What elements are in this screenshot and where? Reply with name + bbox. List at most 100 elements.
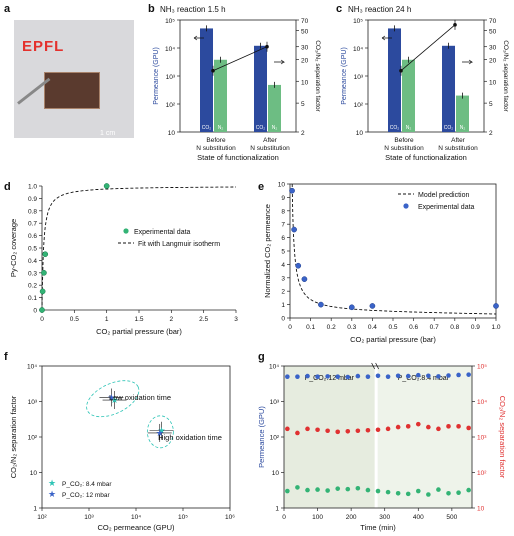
- y-axis-label: Permeance (GPU): [257, 406, 266, 468]
- y-tick-label: 10⁵: [353, 18, 363, 25]
- legend-label: Experimental data: [134, 229, 191, 236]
- panel-letter-b: b: [148, 3, 155, 15]
- x-tick-label: 2.5: [199, 316, 208, 323]
- data-point: [493, 303, 499, 309]
- data-point-red: [466, 425, 471, 431]
- y-tick-label: 0.8: [28, 208, 37, 215]
- data-point: [369, 303, 376, 309]
- data-point-green: [436, 487, 441, 492]
- data-point-green: [325, 488, 330, 493]
- data-point-blue: [315, 374, 320, 379]
- data-point-blue: [355, 373, 361, 379]
- y-tick-label: 0.1: [28, 295, 37, 302]
- data-point-red: [365, 427, 371, 433]
- y-right-tick-label: 50: [301, 29, 309, 36]
- x-tick-label: 0.5: [70, 316, 79, 323]
- data-point-blue: [375, 373, 381, 379]
- data-point-blue: [415, 372, 421, 378]
- y-tick-label: 10: [168, 130, 176, 137]
- arrow-left-icon: [193, 35, 204, 41]
- y-right-tick-label: 5: [301, 101, 305, 108]
- data-point-green: [355, 485, 361, 491]
- bar-label: CO₂: [444, 125, 454, 131]
- y-axis-label: Py-CO₂ coverage: [9, 219, 18, 277]
- y-tick-label: 1.0: [28, 184, 37, 191]
- bar-CO₂-1: [442, 45, 455, 132]
- x-tick-label: 300: [379, 514, 390, 521]
- y-right-tick-label: 70: [301, 18, 309, 25]
- legend-label: Experimental data: [418, 204, 475, 211]
- region-label: P_CO₂:12 mbar: [305, 375, 355, 382]
- x-tick-label: 10³: [84, 514, 94, 521]
- panel-c: NH₃ reaction 24 h 10 10² 10³ 10⁴ 10⁵ 2 5 10 20 30 5…: [341, 5, 509, 162]
- arrow-right-icon: [462, 59, 474, 65]
- data-point-red: [325, 428, 330, 434]
- data-point-red: [385, 426, 391, 432]
- y-right-tick-label: 20: [301, 57, 309, 64]
- y-tick-label: 10²: [166, 102, 176, 109]
- sample-photo: EPFL 1 cm: [14, 20, 134, 138]
- legend-label: P_CO₂: 12 mbar: [62, 492, 111, 499]
- data-point-blue: [456, 372, 461, 378]
- data-point: [348, 304, 355, 311]
- bar-CO₂-0: [388, 28, 401, 132]
- y-right-tick-label: 10: [489, 79, 497, 86]
- high-oxidation-ellipse: [146, 415, 174, 449]
- annotation-low: Low oxidation time: [109, 393, 171, 402]
- y-right-axis-label: CO₂/N₂ separation factor: [498, 396, 507, 479]
- data-point-blue: [365, 374, 371, 379]
- x-tick-label: 0.1: [306, 324, 315, 331]
- epfl-logo: EPFL: [22, 38, 65, 55]
- y-right-tick-label: 20: [489, 57, 497, 64]
- x-tick-label: 0.8: [450, 324, 459, 331]
- y-axis-label: Normalized CO₂ permeance: [263, 204, 272, 298]
- y-tick-label: 1: [275, 506, 279, 513]
- y-axis-label: CO₂/N₂ separation factor: [9, 395, 18, 478]
- y-right-tick-label: 2: [301, 130, 305, 137]
- legend-label: Fit with Langmuir isotherm: [138, 241, 220, 248]
- legend-marker: ★: [48, 478, 56, 488]
- data-point-blue: [295, 374, 300, 379]
- data-point-green: [305, 487, 310, 493]
- low-oxidation-ellipse: [86, 380, 140, 418]
- y-tick-label: 0.7: [28, 221, 37, 228]
- y-right-tick-label: 10: [301, 79, 309, 86]
- y-right-tick-label: 5: [489, 101, 493, 108]
- panel-letter-c: c: [336, 3, 342, 15]
- x-tick-label: 10²: [37, 514, 47, 521]
- x-axis-label: State of functionalization: [385, 153, 467, 162]
- legend-marker: [123, 228, 129, 234]
- legend-label: P_CO₂: 8.4 mbar: [62, 481, 112, 488]
- scale-bar-label: 1 cm: [100, 130, 116, 137]
- data-point-red: [355, 428, 361, 434]
- y-tick-label: 0.4: [28, 258, 37, 265]
- data-point-red: [345, 428, 351, 434]
- panel-f: 10² 10³ 10⁴ 10⁵ 10⁶ 1 10 10² 10³ 10⁴ CO₂ permeance…: [9, 364, 235, 533]
- data-point-green: [415, 488, 421, 494]
- bar-N₂-1: [456, 95, 469, 132]
- data-point-green: [395, 490, 401, 496]
- separation-line: [212, 46, 268, 72]
- x-tick-label: 0: [40, 316, 44, 323]
- data-point-red: [436, 426, 441, 432]
- x-axis-label: Time (min): [360, 523, 396, 532]
- bar-label: CO₂: [202, 125, 212, 131]
- data-point: [39, 307, 45, 313]
- category-label: After: [451, 137, 466, 144]
- x-tick-label: 0.7: [430, 324, 439, 331]
- y-right-tick-label: 10⁴: [477, 399, 487, 406]
- legend-label: Model prediction: [418, 192, 469, 199]
- y-tick-label: 10³: [354, 74, 364, 81]
- category-label: Before: [206, 137, 226, 144]
- y-tick-label: 4: [281, 262, 285, 269]
- x-tick-label: 2: [170, 316, 174, 323]
- legend-marker: ★: [48, 489, 56, 499]
- y-right-axis-label: CO₂/N₂ separation factor: [502, 40, 509, 112]
- y-tick-label: 10²: [270, 435, 280, 442]
- data-point: [301, 276, 308, 282]
- annotation-high: High oxidation time: [158, 433, 222, 442]
- x-tick-label: 0: [282, 514, 286, 521]
- x-tick-label: 0.3: [347, 324, 356, 331]
- panel-d: 0 0.5 1 1.5 2 2.5 3 0 0.1 0.2 0.3 0.4 0.5 0.6 0.7 0.8 0.…: [9, 183, 238, 336]
